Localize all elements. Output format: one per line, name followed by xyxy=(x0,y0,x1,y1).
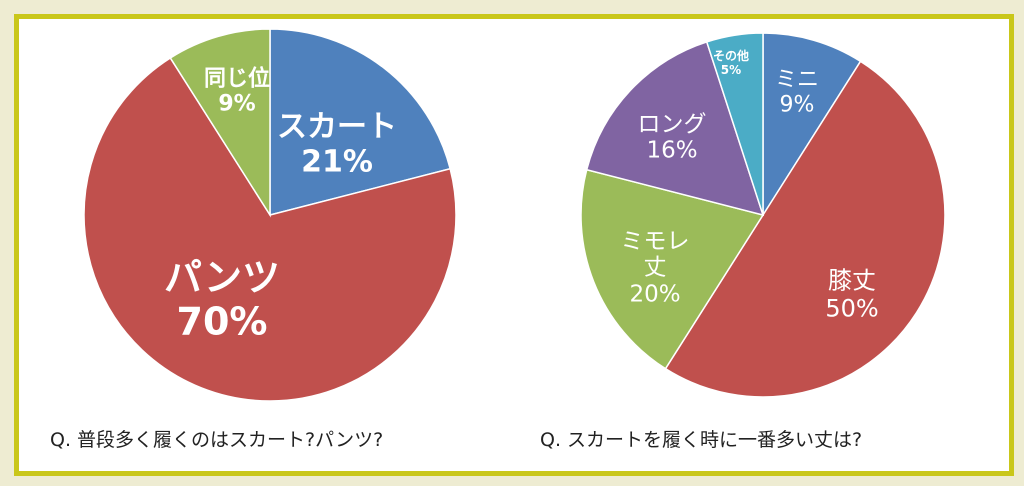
label-mini: ミニ 9% xyxy=(774,67,820,118)
right-chart-question: Q. スカートを履く時に一番多い丈は? xyxy=(540,429,863,451)
pie-slice-0-0 xyxy=(269,28,452,216)
pie-slice-1-1 xyxy=(664,60,946,398)
label-other: その他 5% xyxy=(712,49,750,77)
label-long: ロング 16% xyxy=(637,111,707,164)
pie-slice-0-2 xyxy=(169,28,271,218)
pie-slice-0-1 xyxy=(83,56,457,402)
label-pants: パンツ 70% xyxy=(164,255,280,343)
label-skirt: スカート 21% xyxy=(277,109,397,179)
pie-slice-1-0 xyxy=(762,32,862,218)
label-same: 同じ位 9% xyxy=(203,66,271,117)
pie-slice-1-4 xyxy=(705,32,764,216)
pie-slice-1-2 xyxy=(580,168,765,370)
label-knee: 膝丈 50% xyxy=(825,266,879,322)
left-chart-question: Q. 普段多く履くのはスカート?パンツ? xyxy=(50,429,384,451)
label-mimore: ミモレ丈 20% xyxy=(620,228,690,308)
pie-slice-1-3 xyxy=(585,40,765,217)
